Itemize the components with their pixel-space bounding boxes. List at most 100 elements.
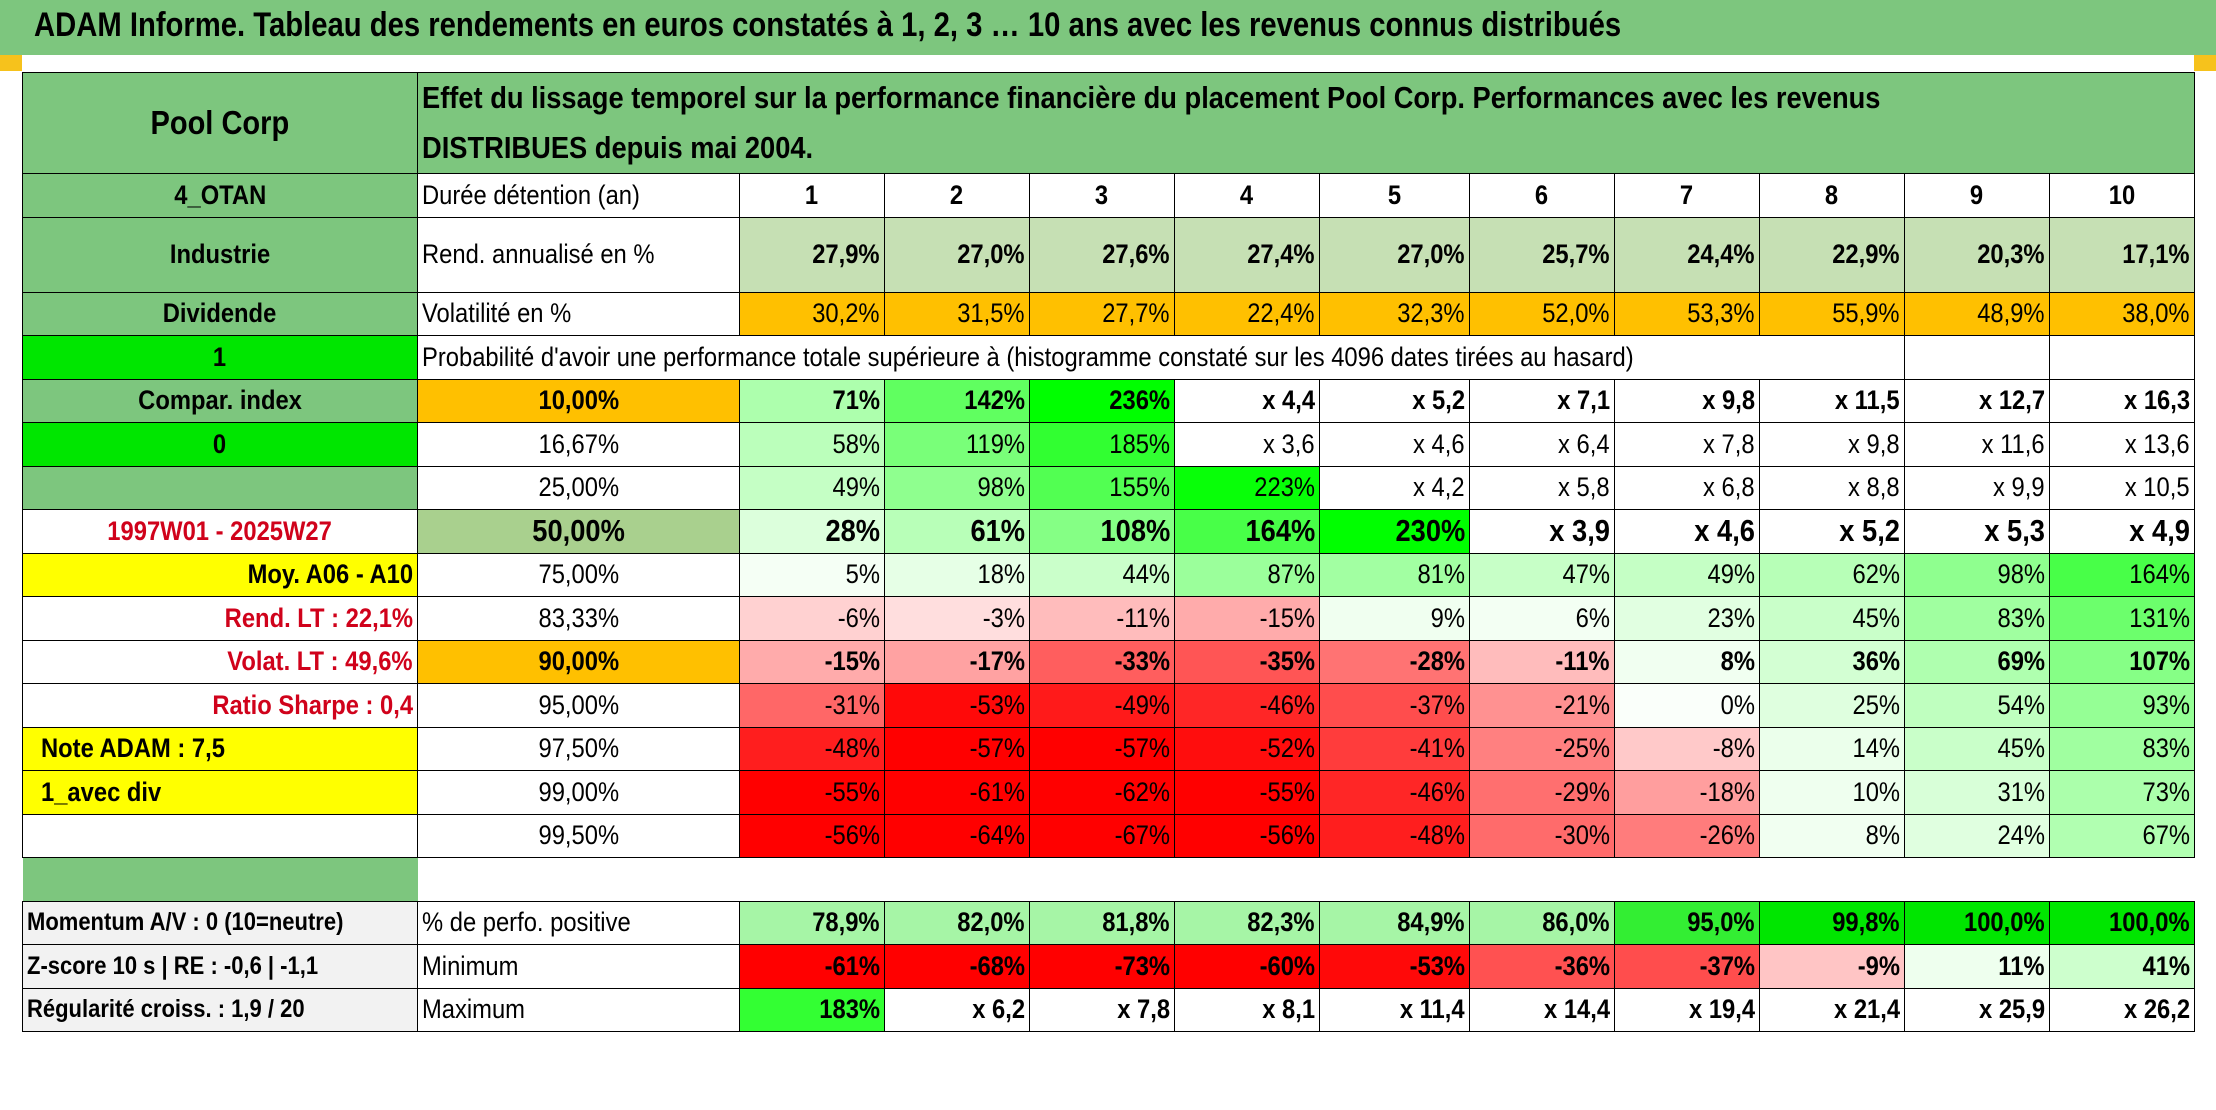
percentile-value-text: -67%	[1114, 820, 1170, 851]
header-text: Effet du lissage temporel sur la perform…	[416, 72, 2196, 174]
max-value: x 6,2	[884, 987, 1030, 1032]
vol-value-text: 31,5%	[957, 298, 1025, 329]
percentile-value: x 11,5	[1759, 378, 1905, 423]
max-value-text: 183%	[819, 994, 880, 1025]
zscore-label-text: Z-score 10 s | RE : -0,6 | -1,1	[27, 951, 319, 980]
percentile-value-text: -55%	[1259, 776, 1315, 807]
percentile-value-text: 155%	[1109, 472, 1170, 503]
year-header: 2	[884, 173, 1030, 218]
min-value-text: -36%	[1554, 950, 1610, 981]
percentile-value-text: -53%	[969, 689, 1025, 720]
percentile-value-text: 164%	[2129, 559, 2191, 590]
rend-value-text: 27,0%	[1397, 239, 1465, 269]
flag-2: 0	[22, 422, 418, 467]
momentum-label-text: Momentum A/V : 0 (10=neutre)	[27, 908, 344, 937]
rend-value: 27,0%	[884, 216, 1030, 293]
year-header-text: 5	[1387, 179, 1402, 210]
percentile-value: -11%	[1029, 596, 1175, 641]
percentile-value-text: x 3,9	[1549, 513, 1610, 549]
percentile-label-text: 90,00%	[538, 646, 619, 677]
pos-value-text: 86,0%	[1542, 907, 1610, 938]
max-value: x 11,4	[1319, 987, 1470, 1032]
percentile-value: x 5,2	[1759, 509, 1905, 554]
min-label-text: Minimum	[422, 950, 519, 981]
percentile-value: -48%	[1319, 813, 1470, 858]
percentile-value: -28%	[1319, 639, 1470, 684]
min-value-text: 41%	[2142, 950, 2191, 981]
percentile-value-text: 98%	[977, 472, 1025, 503]
vol-value-text: 30,2%	[812, 298, 880, 329]
max-value: x 14,4	[1469, 987, 1615, 1032]
sharpe-ratio: Ratio Sharpe : 0,4	[22, 683, 418, 728]
type-label-text: Dividende	[163, 298, 277, 329]
percentile-value: 107%	[2048, 639, 2196, 684]
percentile-value-text: x 3,6	[1263, 428, 1315, 459]
table-row: Z-score 10 s | RE : -0,6 | -1,1 Minimum -6…	[22, 944, 2196, 989]
percentile-value-text: 10%	[1852, 776, 1900, 807]
percentile-value: 45%	[1759, 596, 1905, 641]
year-header-text: 3	[1095, 179, 1109, 210]
percentile-value-text: -35%	[1259, 646, 1315, 677]
percentile-value: 14%	[1759, 726, 1905, 771]
rend-value: 24,4%	[1614, 216, 1760, 293]
percentile-value-text: -56%	[824, 820, 880, 851]
pos-value-text: 99,8%	[1832, 907, 1900, 938]
percentile-value-text: -30%	[1554, 820, 1610, 851]
year-header: 1	[739, 173, 885, 218]
percentile-value: -37%	[1319, 683, 1470, 728]
vol-value-text: 22,4%	[1247, 298, 1315, 329]
percentile-value: 108%	[1029, 509, 1175, 554]
vol-label: Volatilité en %	[417, 291, 740, 336]
percentile-value: -55%	[739, 770, 885, 815]
percentile-value: 9%	[1319, 596, 1470, 641]
percentile-value-text: 36%	[1852, 646, 1900, 677]
percentile-value: -53%	[884, 683, 1030, 728]
min-value-text: -68%	[969, 950, 1025, 981]
percentile-value: 185%	[1029, 422, 1175, 467]
percentile-label-text: 95,00%	[538, 689, 619, 720]
percentile-value: 67%	[2048, 813, 2196, 858]
vol-value-text: 55,9%	[1832, 298, 1900, 329]
corner-marker	[2194, 55, 2216, 71]
percentile-value-text: -17%	[969, 646, 1025, 677]
percentile-value-text: 81%	[1417, 559, 1465, 590]
percentile-value: 25%	[1759, 683, 1905, 728]
min-value: -37%	[1614, 944, 1760, 989]
percentile-label-text: 99,50%	[538, 820, 619, 851]
rend-value-text: 27,0%	[957, 239, 1025, 269]
max-value-text: x 6,2	[972, 994, 1025, 1025]
percentile-value: -61%	[884, 770, 1030, 815]
vol-value: 52,0%	[1469, 291, 1615, 336]
percentile-value-text: 0%	[1720, 689, 1755, 720]
percentile-value: 8%	[1759, 813, 1905, 858]
mode-label: 1_avec div	[22, 770, 418, 815]
percentile-value-text: 236%	[1109, 385, 1170, 416]
flag-1: 1	[22, 335, 418, 380]
percentile-value: x 9,8	[1614, 378, 1760, 423]
rend-label-text: Rend. annualisé en %	[422, 239, 655, 269]
corner-marker	[0, 55, 22, 71]
percentile-value: x 5,3	[1904, 509, 2050, 554]
percentile-value-text: x 9,8	[1848, 428, 1900, 459]
percentile-value-text: 8%	[1865, 820, 1900, 851]
volat-lt: Volat. LT : 49,6%	[22, 639, 418, 684]
min-value: -36%	[1469, 944, 1615, 989]
percentile-value-text: x 6,4	[1558, 428, 1610, 459]
percentile-label-text: 75,00%	[538, 559, 619, 590]
percentile-value-text: -64%	[969, 820, 1025, 851]
pos-value-text: 100,0%	[1964, 907, 2045, 938]
percentile-value: x 3,9	[1469, 509, 1615, 554]
percentile-label: 16,67%	[417, 422, 740, 467]
moy-label-text: Moy. A06 - A10	[247, 559, 413, 590]
percentile-value: 93%	[2048, 683, 2196, 728]
rend-value: 25,7%	[1469, 216, 1615, 293]
year-header: 10	[2048, 173, 2196, 218]
percentile-value: 18%	[884, 552, 1030, 597]
percentile-value: 69%	[1904, 639, 2050, 684]
percentile-value: x 9,9	[1904, 465, 2050, 510]
percentile-value: -8%	[1614, 726, 1760, 771]
pos-value-text: 78,9%	[812, 907, 880, 938]
pos-value: 82,3%	[1174, 900, 1320, 945]
percentile-value: 131%	[2048, 596, 2196, 641]
year-header-text: 10	[2108, 179, 2136, 210]
